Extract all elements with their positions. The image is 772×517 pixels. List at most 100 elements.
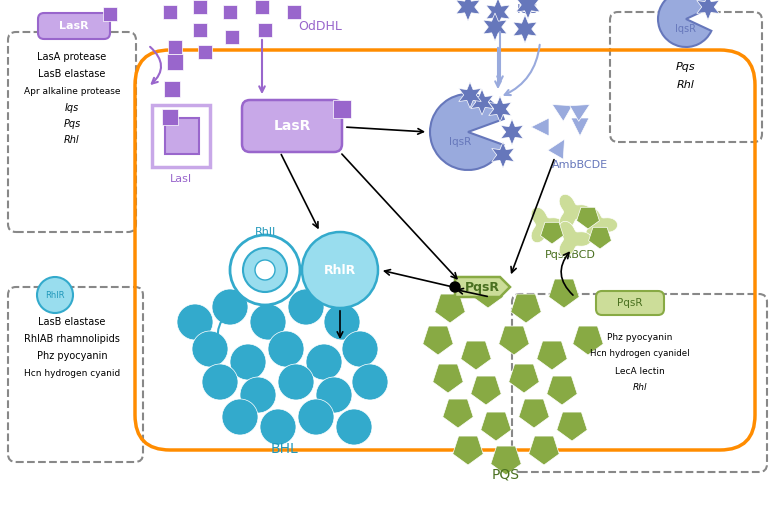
FancyBboxPatch shape xyxy=(242,100,342,152)
Circle shape xyxy=(250,304,286,340)
Circle shape xyxy=(177,304,213,340)
Circle shape xyxy=(450,282,460,292)
Polygon shape xyxy=(559,221,591,257)
FancyBboxPatch shape xyxy=(38,13,110,39)
Bar xyxy=(193,23,207,37)
Text: Hcn hydrogen cyanideI: Hcn hydrogen cyanideI xyxy=(590,349,690,358)
Text: BHL: BHL xyxy=(271,442,299,456)
Text: Pqs: Pqs xyxy=(63,119,80,129)
Circle shape xyxy=(288,289,324,325)
Text: IqsR: IqsR xyxy=(449,137,471,147)
FancyBboxPatch shape xyxy=(512,294,767,472)
Bar xyxy=(168,40,182,54)
Polygon shape xyxy=(511,294,541,323)
Polygon shape xyxy=(697,0,720,20)
Text: LasI: LasI xyxy=(170,174,192,184)
Wedge shape xyxy=(430,94,503,170)
Text: Apr alkaline protease: Apr alkaline protease xyxy=(24,86,120,96)
Text: RhlAB rhamnolipids: RhlAB rhamnolipids xyxy=(24,334,120,344)
Polygon shape xyxy=(547,139,564,159)
Text: PqsR: PqsR xyxy=(465,281,499,294)
Text: AmbBCDE: AmbBCDE xyxy=(552,160,608,170)
Circle shape xyxy=(212,289,248,325)
Circle shape xyxy=(202,364,238,400)
Circle shape xyxy=(336,409,372,445)
Bar xyxy=(255,0,269,14)
Circle shape xyxy=(268,331,304,367)
Text: RhlR: RhlR xyxy=(46,291,65,299)
Polygon shape xyxy=(461,341,491,370)
Bar xyxy=(225,30,239,44)
Text: LasB elastase: LasB elastase xyxy=(39,317,106,327)
Polygon shape xyxy=(492,142,514,168)
Text: Phz pyocyanin: Phz pyocyanin xyxy=(608,332,672,342)
Text: IqsR: IqsR xyxy=(676,24,696,34)
Circle shape xyxy=(302,232,378,308)
Polygon shape xyxy=(529,436,559,465)
Polygon shape xyxy=(433,364,463,393)
Polygon shape xyxy=(471,376,501,405)
Text: Phz pyocyanin: Phz pyocyanin xyxy=(37,351,107,361)
Text: Rhl: Rhl xyxy=(633,384,647,392)
Polygon shape xyxy=(547,376,577,405)
Text: LasR: LasR xyxy=(273,119,310,133)
Polygon shape xyxy=(435,294,466,323)
Circle shape xyxy=(243,248,287,292)
Text: Pqs: Pqs xyxy=(676,62,696,72)
Polygon shape xyxy=(501,119,523,145)
Polygon shape xyxy=(531,118,549,136)
FancyBboxPatch shape xyxy=(596,291,664,315)
Polygon shape xyxy=(486,0,510,26)
Text: RhlI: RhlI xyxy=(255,227,276,237)
Bar xyxy=(223,5,237,19)
Bar xyxy=(198,45,212,59)
Bar xyxy=(165,118,199,154)
Text: Rhl: Rhl xyxy=(677,80,695,90)
Polygon shape xyxy=(540,222,564,244)
Text: PqsABCD: PqsABCD xyxy=(544,250,595,260)
Polygon shape xyxy=(459,82,481,108)
Circle shape xyxy=(255,260,275,280)
Bar xyxy=(193,0,207,14)
FancyBboxPatch shape xyxy=(610,12,762,142)
Circle shape xyxy=(342,331,378,367)
Polygon shape xyxy=(423,326,453,355)
Polygon shape xyxy=(482,13,507,41)
Polygon shape xyxy=(557,412,587,441)
Bar xyxy=(287,5,301,19)
Text: Hcn hydrogen cyanid: Hcn hydrogen cyanid xyxy=(24,369,120,377)
Circle shape xyxy=(240,377,276,413)
Wedge shape xyxy=(658,0,711,47)
Polygon shape xyxy=(472,279,503,308)
Polygon shape xyxy=(516,0,540,19)
Circle shape xyxy=(306,344,342,380)
Bar xyxy=(164,81,180,97)
Polygon shape xyxy=(509,364,539,393)
Text: Rhl: Rhl xyxy=(64,135,80,145)
Polygon shape xyxy=(491,446,521,475)
Polygon shape xyxy=(499,326,530,355)
Bar xyxy=(103,7,117,21)
Polygon shape xyxy=(570,104,590,121)
FancyBboxPatch shape xyxy=(8,287,143,462)
Polygon shape xyxy=(489,96,511,122)
Text: Iqs: Iqs xyxy=(65,103,79,113)
Polygon shape xyxy=(549,279,579,308)
Polygon shape xyxy=(585,207,618,242)
Text: OdDHL: OdDHL xyxy=(298,21,342,34)
Polygon shape xyxy=(577,207,599,229)
Text: LecA lectin: LecA lectin xyxy=(615,367,665,375)
Text: LasB elastase: LasB elastase xyxy=(39,69,106,79)
Circle shape xyxy=(37,277,73,313)
Bar xyxy=(167,54,183,70)
Polygon shape xyxy=(573,326,603,355)
Polygon shape xyxy=(471,89,493,115)
Text: LasA protease: LasA protease xyxy=(37,52,107,62)
Polygon shape xyxy=(453,436,483,465)
Polygon shape xyxy=(588,227,611,249)
Bar xyxy=(162,109,178,125)
Polygon shape xyxy=(513,15,537,43)
Polygon shape xyxy=(537,341,567,370)
Circle shape xyxy=(222,399,258,435)
Polygon shape xyxy=(443,399,473,428)
